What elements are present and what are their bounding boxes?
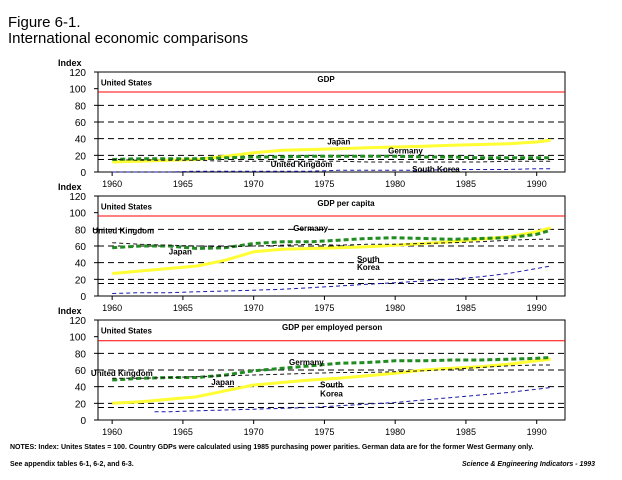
y-tick-label: 0 [80, 416, 86, 427]
series-line-germany [112, 356, 551, 382]
y-tick-label: 100 [69, 333, 86, 344]
x-tick-label: 1965 [173, 427, 193, 437]
y-tick-label: 80 [75, 101, 87, 112]
series-label-united-kingdom: United Kingdom [92, 227, 154, 236]
series-label-south-korea: South Korea [412, 165, 460, 174]
chart-title: GDP per employed person [282, 323, 382, 332]
y-tick-label: 100 [69, 85, 86, 96]
y-tick-label: 80 [75, 349, 87, 360]
x-tick-label: 1965 [173, 303, 193, 313]
x-tick-label: 1990 [527, 179, 547, 189]
x-tick-label: 1975 [314, 179, 334, 189]
series-label-south-korea: South [320, 381, 343, 390]
y-tick-label: 60 [75, 242, 87, 253]
series-label-south-korea: Korea [320, 390, 343, 399]
series-line-south-korea [112, 265, 551, 294]
x-tick-label: 1970 [244, 303, 264, 313]
x-tick-label: 1980 [385, 427, 405, 437]
chart-title: GDP per capita [317, 199, 375, 208]
y-axis-label: Index [58, 58, 82, 68]
x-tick-label: 1970 [244, 427, 264, 437]
x-tick-label: 1965 [173, 179, 193, 189]
series-label-japan: Japan [211, 378, 234, 387]
y-tick-label: 40 [75, 259, 87, 270]
y-axis-label: Index [58, 306, 82, 316]
series-line-south-korea [112, 168, 551, 173]
chart-title: GDP [317, 75, 335, 84]
y-tick-label: 120 [69, 316, 86, 327]
y-tick-label: 120 [69, 68, 86, 79]
x-tick-label: 1980 [385, 179, 405, 189]
series-label-japan: Japan [327, 138, 350, 147]
y-tick-label: 100 [69, 209, 86, 220]
x-tick-label: 1975 [314, 303, 334, 313]
x-tick-label: 1960 [102, 427, 122, 437]
x-tick-label: 1960 [102, 179, 122, 189]
y-tick-label: 20 [75, 399, 87, 410]
series-label-united-states: United States [101, 202, 153, 211]
series-line-germany [112, 154, 551, 161]
x-tick-label: 1990 [527, 303, 547, 313]
series-label-japan: Japan [169, 247, 192, 256]
x-tick-label: 1985 [456, 427, 476, 437]
x-tick-label: 1985 [456, 303, 476, 313]
series-line-south-korea [154, 387, 551, 413]
footer-see-appendix: See appendix tables 6-1, 6-2, and 6-3. [10, 461, 134, 468]
series-label-united-states: United States [101, 326, 153, 335]
figure-title: Figure 6-1. International economic compa… [8, 15, 248, 47]
y-tick-label: 0 [80, 168, 86, 179]
x-tick-label: 1985 [456, 179, 476, 189]
y-tick-label: 120 [69, 192, 86, 203]
x-tick-label: 1970 [244, 179, 264, 189]
series-label-germany: Germany [289, 358, 324, 367]
series-line-japan [112, 357, 551, 405]
y-tick-label: 40 [75, 135, 87, 146]
series-line-germany [112, 228, 552, 250]
y-tick-label: 0 [80, 292, 86, 303]
series-label-united-kingdom: United Kingdom [91, 369, 153, 378]
x-tick-label: 1975 [314, 427, 334, 437]
series-label-united-states: United States [101, 78, 153, 87]
figure-number: Figure 6-1. [8, 14, 81, 31]
series-line-united-kingdom [112, 364, 551, 379]
series-label-south-korea: Korea [357, 263, 380, 272]
figure-caption: International economic comparisons [8, 30, 249, 47]
series-line-united-kingdom [112, 159, 551, 163]
y-tick-label: 60 [75, 366, 87, 377]
footer-notes: NOTES: Index: Unites States = 100. Count… [10, 444, 534, 451]
x-tick-label: 1960 [102, 303, 122, 313]
x-tick-label: 1990 [527, 427, 547, 437]
x-tick-label: 1980 [385, 303, 405, 313]
y-tick-label: 20 [75, 275, 87, 286]
footer-source: Science & Engineering Indicators - 1993 [462, 461, 596, 468]
y-tick-label: 20 [75, 151, 87, 162]
y-tick-label: 60 [75, 118, 87, 129]
y-tick-label: 40 [75, 383, 87, 394]
y-axis-label: Index [58, 182, 82, 192]
series-line-united-kingdom [112, 238, 551, 248]
series-label-germany: Germany [293, 224, 328, 233]
series-label-united-kingdom: United Kingdom [271, 160, 333, 169]
series-label-germany: Germany [388, 147, 423, 156]
series-label-south-korea: South [357, 255, 380, 264]
y-tick-label: 80 [75, 225, 87, 236]
